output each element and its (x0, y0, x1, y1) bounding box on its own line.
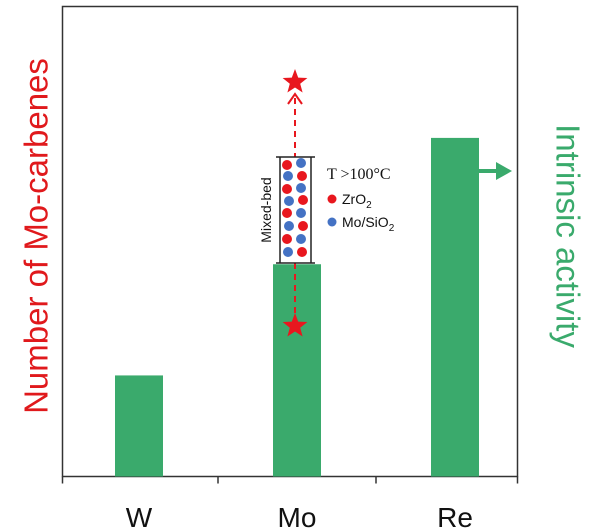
legend-dot-mosio2 (327, 217, 337, 227)
zro2-particle (282, 234, 292, 244)
temperature-condition: T >100°C (327, 166, 391, 183)
arrow-up-head (287, 92, 303, 105)
star-top (282, 69, 308, 93)
zro2-particle (297, 247, 307, 257)
catalyst-particles (282, 158, 308, 257)
legend-dot-zro2 (327, 194, 337, 204)
bar-mo (273, 264, 321, 477)
left-y-axis-label: Number of Mo-carbenes (18, 58, 55, 414)
mosio2-particle (283, 171, 293, 181)
x-tick-label-re: Re (437, 502, 473, 531)
zro2-particle (282, 184, 292, 194)
mixed-bed-label: Mixed-bed (258, 177, 274, 242)
zro2-particle (282, 160, 292, 170)
bar-re (431, 137, 479, 477)
bar-w (115, 375, 163, 477)
zro2-particle (282, 208, 292, 218)
x-axis-tick-labels: W Mo Re (126, 502, 473, 531)
right-y-axis-label: Intrinsic activity (550, 124, 587, 348)
mosio2-particle (284, 221, 294, 231)
mixed-bed-inset: Mixed-bed T >100°C ZrO2 Mo/SiO2 (258, 69, 395, 337)
star-bottom (282, 313, 308, 337)
x-axis-ticks (61, 476, 519, 484)
trend-arrow-shaft (431, 169, 498, 212)
zro2-particle (298, 195, 308, 205)
x-tick-label-w: W (126, 502, 153, 531)
mosio2-particle (296, 158, 306, 168)
bar-group (115, 137, 479, 477)
mosio2-particle (296, 183, 306, 193)
zro2-particle (297, 171, 307, 181)
mosio2-particle (296, 208, 306, 218)
trend-arrow-head (496, 162, 512, 180)
legend-label-mosio2: Mo/SiO2 (342, 214, 395, 234)
x-tick-label-mo: Mo (278, 502, 317, 531)
zro2-particle (298, 221, 308, 231)
mosio2-particle (284, 196, 294, 206)
legend-label-zro2: ZrO2 (342, 191, 372, 211)
mosio2-particle (296, 234, 306, 244)
mosio2-particle (283, 247, 293, 257)
trend-arrow (431, 162, 512, 212)
